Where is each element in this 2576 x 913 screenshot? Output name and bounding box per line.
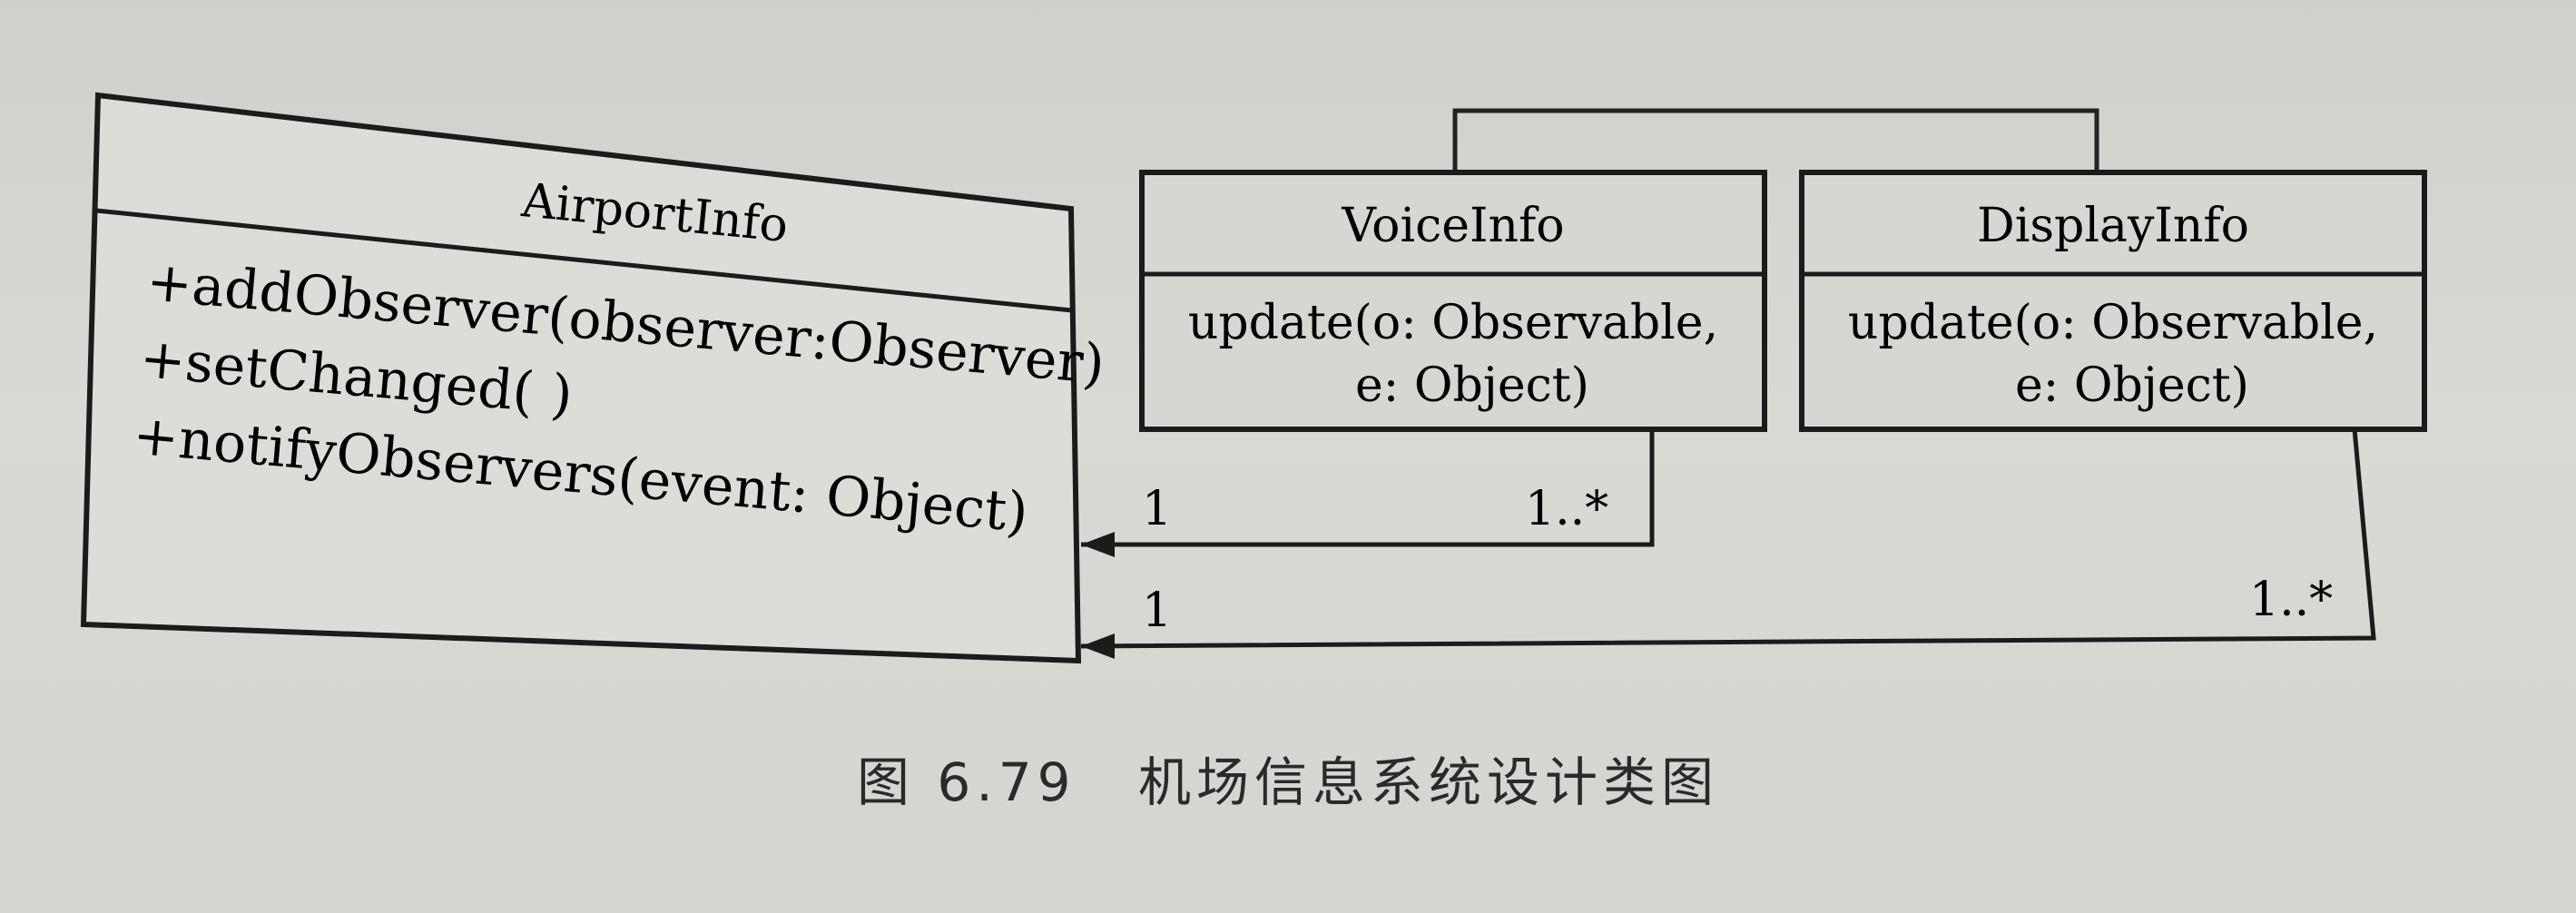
- voice-association: 1 1..*: [1081, 429, 1655, 557]
- voiceinfo-method-update-line1: update(o: Observable,: [1188, 296, 1718, 350]
- display-association-line: [1080, 428, 2376, 649]
- airportinfo-class: AirportInfo +addObserver(observer:Observ…: [80, 92, 1107, 664]
- voice-association-arrowhead: [1081, 532, 1115, 557]
- voiceinfo-box: [1139, 170, 1767, 432]
- voice-association-line: [1081, 429, 1655, 547]
- voiceinfo-method-update-line2: e: Object): [1355, 358, 1589, 413]
- figure-number: 图 6.79: [856, 751, 1077, 813]
- voiceinfo-class: VoiceInfo update(o: Observable, e: Objec…: [1139, 170, 1767, 432]
- voiceinfo-class-name: VoiceInfo: [1341, 199, 1564, 253]
- voice-source-multiplicity: 1: [1142, 482, 1172, 536]
- airportinfo-name-divider: [95, 208, 1073, 313]
- displayinfo-box: [1799, 170, 2427, 432]
- display-association: 1 1..*: [1080, 428, 2376, 659]
- displayinfo-class: DisplayInfo update(o: Observable, e: Obj…: [1799, 170, 2427, 432]
- displayinfo-class-name: DisplayInfo: [1977, 199, 2249, 253]
- voice-target-multiplicity: 1..*: [1525, 482, 1608, 536]
- figure-title: 机场信息系统设计类图: [1138, 751, 1720, 813]
- display-source-multiplicity: 1: [1142, 584, 1172, 638]
- figure-caption: 图 6.79 机场信息系统设计类图: [0, 740, 2576, 816]
- displayinfo-method-update-line1: update(o: Observable,: [1848, 296, 2378, 350]
- displayinfo-method-update-line2: e: Object): [2015, 358, 2249, 413]
- display-association-arrowhead: [1081, 633, 1115, 659]
- voice-display-connector: [1452, 108, 2099, 172]
- display-target-multiplicity: 1..*: [2249, 573, 2333, 627]
